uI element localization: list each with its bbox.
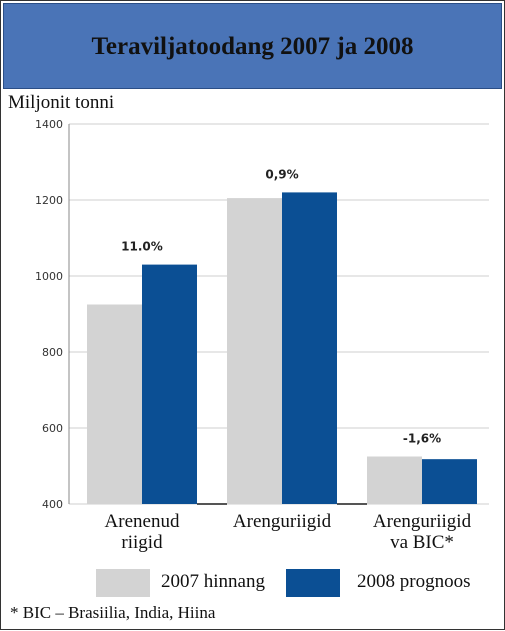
y-tick-label: 600 — [42, 422, 63, 435]
x-tick-label-line: riigid — [121, 532, 163, 553]
x-tick-label-line: Arenenud — [104, 511, 180, 532]
x-tick-label-line: Arenguriigid — [372, 511, 472, 532]
bar-2008 — [422, 459, 477, 504]
x-tick-label: Arenenud riigid — [67, 511, 217, 553]
data-label: 0,9% — [265, 167, 298, 181]
bar-2008 — [282, 192, 337, 504]
legend-label-2008: 2008 prognoos — [357, 571, 471, 592]
y-tick-label: 1000 — [35, 270, 63, 283]
y-tick-label: 1200 — [35, 194, 63, 207]
title-bar: Teraviljatoodang 2007 ja 2008 — [3, 3, 502, 89]
legend: 2007 hinnang 2008 prognoos — [1, 567, 505, 597]
x-tick-label: Arenguriigid — [207, 511, 357, 532]
chart-title: Teraviljatoodang 2007 ja 2008 — [91, 33, 414, 60]
footnote: * BIC – Brasiilia, India, Hiina — [10, 603, 216, 622]
bar-2007 — [367, 456, 422, 504]
y-axis-label: Miljonit tonni — [8, 92, 115, 113]
y-tick-label: 1400 — [35, 118, 63, 131]
x-tick-label: Arenguriigid va BIC* — [347, 511, 497, 553]
y-tick-label: 800 — [42, 346, 63, 359]
x-tick-label-line: Arenguriigid — [232, 511, 332, 532]
bar-2007 — [87, 304, 142, 504]
bar-2008 — [142, 264, 197, 504]
data-label: -1,6% — [403, 432, 441, 446]
legend-label-2007: 2007 hinnang — [161, 571, 265, 592]
y-tick-label: 400 — [42, 498, 63, 511]
x-tick-label-line: va BIC* — [390, 532, 454, 553]
bar-2007 — [227, 198, 282, 504]
legend-swatch-2008 — [286, 569, 340, 597]
legend-swatch-2007 — [96, 569, 150, 597]
data-label: 11.0% — [121, 240, 163, 254]
